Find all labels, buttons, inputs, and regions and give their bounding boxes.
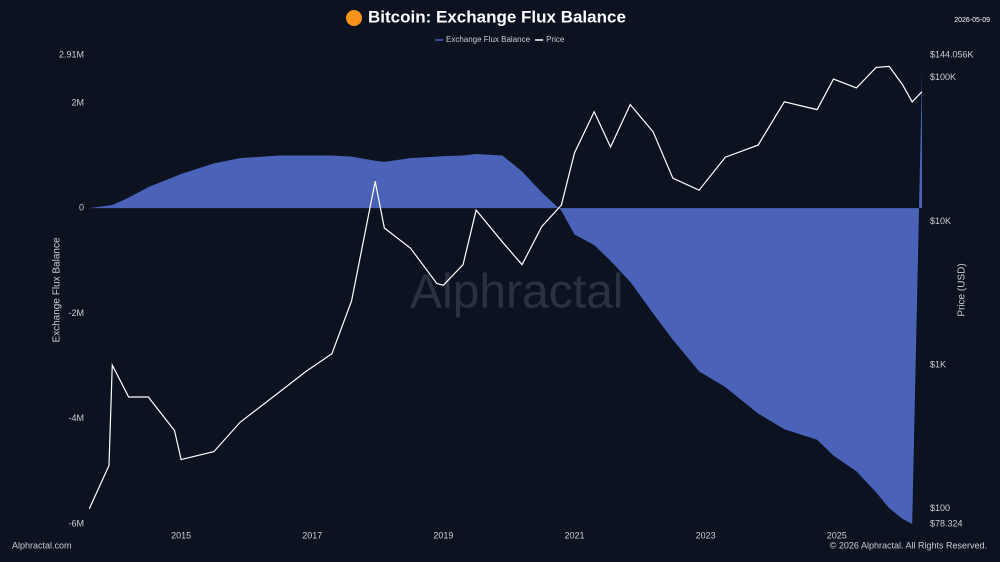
y-tick-label: -6M — [69, 518, 85, 528]
y-tick-label: -2M — [69, 308, 85, 318]
y2-tick-label: $1K — [930, 359, 946, 369]
y-tick-label: 0 — [79, 203, 84, 213]
x-tick-label: 2019 — [433, 530, 453, 540]
bitcoin-icon — [346, 10, 362, 26]
footer-left: Alphractal.com — [12, 540, 72, 550]
y2-axis-label: Price (USD) — [957, 263, 968, 316]
legend-label: Price — [546, 35, 565, 44]
y2-tick-label: $78.324 — [930, 518, 963, 528]
y2-tick-label: $100 — [930, 503, 950, 513]
y2-tick-label: $10K — [930, 216, 951, 226]
y2-tick-label: $100K — [930, 72, 956, 82]
y-tick-label: 2M — [71, 97, 84, 107]
price-line — [88, 65, 923, 510]
x-tick-label: 2021 — [564, 530, 584, 540]
x-tick-label: 2025 — [827, 530, 847, 540]
date: 2026-05-09 — [954, 17, 990, 24]
footer-right: © 2026 Alphractal. All Rights Reserved. — [830, 540, 987, 550]
y2-tick-label: $144.056K — [930, 49, 974, 59]
chart-title: Bitcoin: Exchange Flux Balance — [368, 7, 626, 26]
y-tick-label: 2.91M — [59, 49, 84, 59]
x-tick-label: 2017 — [302, 530, 322, 540]
y-tick-label: -4M — [69, 413, 85, 423]
x-tick-label: 2015 — [171, 530, 191, 540]
y-axis-label: Exchange Flux Balance — [52, 237, 63, 343]
legend-label: Exchange Flux Balance — [446, 35, 531, 44]
x-tick-label: 2023 — [696, 530, 716, 540]
watermark: Alphractal — [410, 266, 623, 319]
flux-area — [89, 72, 922, 525]
